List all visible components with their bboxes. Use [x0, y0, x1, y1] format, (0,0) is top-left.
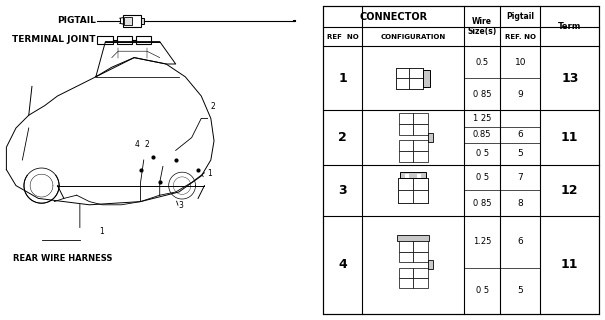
Bar — [428, 133, 433, 142]
Bar — [399, 113, 413, 124]
Text: 1: 1 — [99, 227, 104, 236]
Text: TERMINAL JOINT: TERMINAL JOINT — [12, 36, 96, 44]
Text: 5: 5 — [517, 149, 523, 158]
Bar — [410, 68, 423, 78]
Bar — [401, 172, 426, 178]
Text: 9: 9 — [517, 90, 523, 99]
Text: 2: 2 — [338, 131, 347, 144]
Bar — [410, 78, 423, 89]
Bar — [97, 36, 113, 44]
Text: 12: 12 — [561, 184, 578, 197]
Bar — [413, 190, 428, 203]
Text: 1: 1 — [338, 72, 347, 85]
Bar — [140, 18, 144, 24]
Text: 2: 2 — [145, 140, 149, 149]
Bar — [413, 268, 428, 278]
Text: 13: 13 — [561, 72, 578, 85]
Bar — [399, 151, 413, 162]
Text: 0 5: 0 5 — [476, 286, 489, 295]
Text: 1 25: 1 25 — [473, 114, 491, 123]
Bar — [123, 15, 140, 27]
Bar — [413, 241, 428, 252]
Bar — [428, 260, 433, 269]
Text: PIGTAIL: PIGTAIL — [57, 16, 96, 25]
Text: 5: 5 — [517, 286, 523, 295]
Text: CONFIGURATION: CONFIGURATION — [381, 34, 446, 40]
Text: 0 5: 0 5 — [476, 173, 489, 182]
Bar — [413, 124, 428, 135]
Bar — [396, 68, 423, 89]
Bar — [399, 140, 413, 151]
Bar — [413, 140, 428, 151]
Text: 4: 4 — [135, 140, 140, 149]
Bar — [413, 252, 428, 262]
Text: 11: 11 — [561, 258, 578, 271]
Text: 1.25: 1.25 — [473, 237, 491, 246]
Text: 4: 4 — [338, 258, 347, 271]
Text: 8: 8 — [517, 199, 523, 208]
Bar — [399, 124, 413, 135]
Bar — [399, 252, 413, 262]
Text: 2: 2 — [211, 102, 215, 111]
Bar — [413, 151, 428, 162]
Text: 7: 7 — [517, 173, 523, 182]
Text: REF  NO: REF NO — [327, 34, 359, 40]
Bar — [413, 278, 428, 289]
Bar — [398, 190, 413, 203]
Text: 0 5: 0 5 — [476, 149, 489, 158]
Bar — [413, 178, 428, 190]
Text: REF. NO: REF. NO — [505, 34, 535, 40]
Text: 1: 1 — [208, 169, 212, 178]
Bar — [399, 278, 413, 289]
Bar — [417, 174, 421, 178]
Bar — [398, 178, 413, 190]
Text: 0.85: 0.85 — [473, 130, 491, 140]
Text: Pigtail: Pigtail — [506, 12, 534, 21]
Bar — [399, 241, 413, 252]
Bar — [396, 78, 410, 89]
Bar — [413, 113, 428, 124]
Bar — [117, 36, 132, 44]
Bar — [397, 235, 429, 241]
Text: 6: 6 — [517, 237, 523, 246]
Text: 10: 10 — [514, 58, 526, 67]
Text: Wire
Size(s): Wire Size(s) — [468, 17, 497, 36]
Bar — [136, 36, 151, 44]
Bar — [396, 68, 410, 78]
Text: 11: 11 — [561, 131, 578, 144]
Text: CONNECTOR: CONNECTOR — [360, 12, 428, 22]
Text: 3: 3 — [179, 201, 184, 210]
Text: 0 85: 0 85 — [473, 90, 491, 99]
Bar — [423, 70, 430, 86]
Bar — [399, 268, 413, 278]
Bar — [124, 17, 132, 25]
Text: 0 85: 0 85 — [473, 199, 491, 208]
Text: 3: 3 — [338, 184, 347, 197]
Text: 0.5: 0.5 — [476, 58, 489, 67]
Bar — [398, 178, 428, 203]
Text: REAR WIRE HARNESS: REAR WIRE HARNESS — [13, 254, 112, 263]
Text: Term: Term — [558, 22, 581, 31]
Text: 6: 6 — [517, 130, 523, 140]
Bar — [405, 174, 410, 178]
